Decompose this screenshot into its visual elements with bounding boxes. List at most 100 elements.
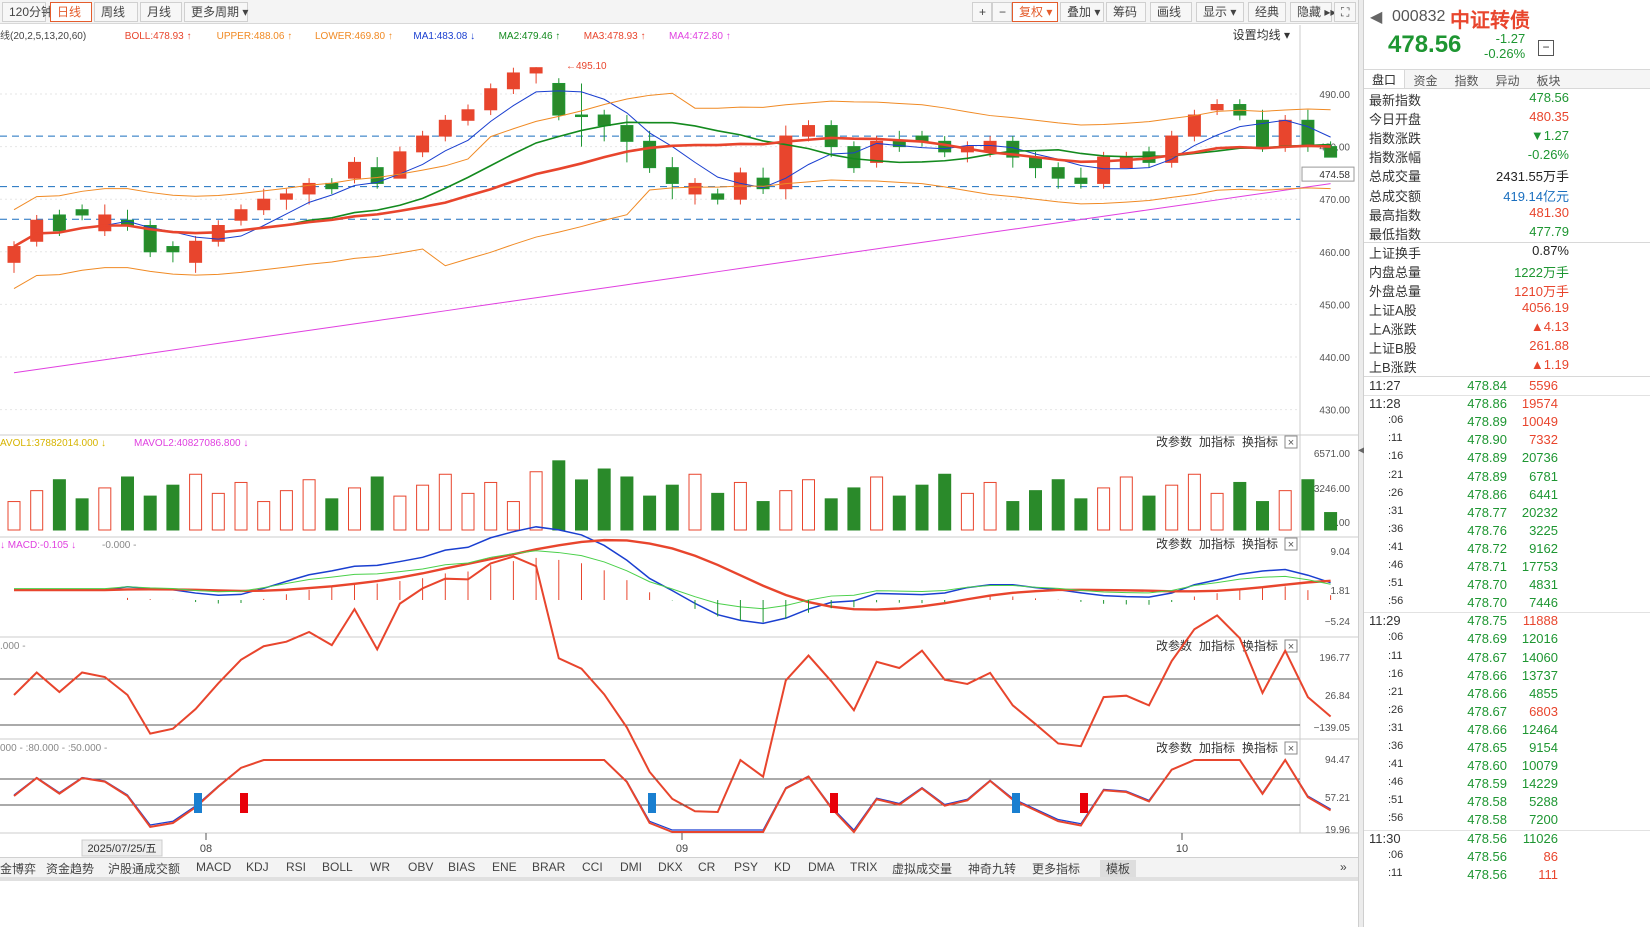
- main-legend-item: LOWER:469.80 ↑: [315, 31, 393, 42]
- candle-body: [438, 119, 452, 137]
- quote-field-label: 指数涨幅: [1369, 150, 1422, 166]
- indicator-tab-14[interactable]: DKX: [658, 860, 683, 874]
- close-panel-icon[interactable]: [1284, 741, 1298, 755]
- more-tabs-icon[interactable]: »: [1340, 860, 1347, 874]
- indicator-tab-23[interactable]: 模板: [1100, 860, 1137, 877]
- indicator-tab-16[interactable]: PSY: [734, 860, 759, 874]
- minimize-icon[interactable]: −: [1538, 40, 1554, 56]
- tick-time: :26: [1388, 486, 1404, 499]
- candle-body: [847, 146, 861, 169]
- close-panel-icon[interactable]: [1284, 435, 1298, 449]
- quote-tab-2[interactable]: 指数: [1454, 74, 1479, 88]
- current-price-box: [1301, 166, 1355, 182]
- panel-button-1[interactable]: 加指标: [1199, 740, 1235, 755]
- close-panel-icon[interactable]: [1284, 537, 1298, 551]
- tick-volume: 11888: [1522, 613, 1558, 629]
- indicator-tab-0[interactable]: 金博弈: [0, 862, 37, 876]
- tick-volume: 10079: [1521, 758, 1558, 774]
- price-axis-label: 430.00: [1319, 406, 1350, 417]
- horizontal-scrollbar[interactable]: [0, 877, 1358, 881]
- quote-field-label: 上证B股: [1369, 341, 1417, 357]
- toolbar-button-4[interactable]: 筹码: [1106, 2, 1146, 22]
- period-button-3[interactable]: 月线: [140, 2, 182, 22]
- period-button-4[interactable]: 更多周期 ▾: [184, 2, 248, 22]
- indicator-tab-17[interactable]: KD: [774, 860, 791, 874]
- toolbar-button-3[interactable]: 叠加 ▾: [1060, 2, 1104, 22]
- tick-price: 478.60: [1467, 758, 1507, 774]
- panel-button-1[interactable]: 加指标: [1199, 434, 1235, 449]
- signal-marker: [1012, 793, 1020, 813]
- period-button-0[interactable]: 120分钟: [2, 2, 53, 22]
- indicator-tab-9[interactable]: BIAS: [448, 860, 476, 874]
- indicator-tab-13[interactable]: DMI: [620, 860, 642, 874]
- indicator-tab-7[interactable]: WR: [370, 860, 390, 874]
- indicator-tab-11[interactable]: BRAR: [532, 860, 566, 874]
- panel-button-2[interactable]: 换指标: [1242, 536, 1278, 551]
- tick-row: :11 478.67 14060: [1364, 650, 1650, 668]
- indicator-tab-6[interactable]: BOLL: [322, 860, 353, 874]
- period-button-2[interactable]: 周线: [94, 2, 138, 22]
- tick-volume: 7332: [1529, 432, 1558, 448]
- toolbar-button-8[interactable]: 隐藏 ▸▸: [1290, 2, 1336, 22]
- tick-time: :11: [1388, 866, 1403, 879]
- toolbar-button-9[interactable]: ⛶: [1334, 2, 1356, 22]
- p5-legend: 000 - :80.000 - :50.000 -: [0, 743, 107, 754]
- panel-button-2[interactable]: 换指标: [1242, 740, 1278, 755]
- panel-button-1[interactable]: 加指标: [1199, 536, 1235, 551]
- candle-body: [143, 225, 157, 253]
- quote-field: 上A涨跌 ▲4.13: [1369, 319, 1569, 338]
- panel-button-2[interactable]: 换指标: [1242, 638, 1278, 653]
- indicator-tab-8[interactable]: OBV: [408, 860, 434, 874]
- price-axis-label: 470.00: [1319, 195, 1350, 206]
- indicator-tab-5[interactable]: RSI: [286, 860, 307, 874]
- volume-bar: [461, 492, 475, 531]
- panel-divider[interactable]: ◀: [1358, 0, 1366, 927]
- quote-tab-1[interactable]: 资金: [1413, 74, 1438, 88]
- indicator-tab-12[interactable]: CCI: [582, 860, 603, 874]
- volume-bar: [960, 492, 974, 531]
- indicator-tab-21[interactable]: 神奇九转: [968, 862, 1017, 876]
- tick-volume: 20232: [1521, 504, 1558, 520]
- quote-tab-3[interactable]: 异动: [1495, 74, 1520, 88]
- indicator-tab-4[interactable]: KDJ: [246, 860, 269, 874]
- quote-tab-4[interactable]: 板块: [1536, 74, 1561, 88]
- quote-field: 总成交量 2431.55万手: [1369, 166, 1569, 185]
- quote-field-value: 481.30: [1529, 204, 1569, 220]
- toolbar-button-7[interactable]: 经典: [1248, 2, 1286, 22]
- panel-button-2[interactable]: 换指标: [1242, 434, 1278, 449]
- volume-bar: [870, 476, 884, 531]
- toolbar-button-0[interactable]: +: [972, 2, 992, 22]
- indicator-tab-10[interactable]: ENE: [492, 860, 517, 874]
- panel-button-0[interactable]: 改参数: [1156, 536, 1192, 551]
- main-legend-item: MA1:483.08 ↓: [413, 31, 475, 42]
- panel-button-0[interactable]: 改参数: [1156, 638, 1192, 653]
- toolbar-button-1[interactable]: −: [992, 2, 1012, 22]
- quote-field-value: 477.79: [1529, 223, 1569, 239]
- candle-body: [1074, 177, 1088, 184]
- tick-price: 478.58: [1467, 794, 1507, 810]
- indicator-tab-18[interactable]: DMA: [808, 860, 835, 874]
- period-button-1[interactable]: 日线: [50, 2, 92, 22]
- indicator-tab-19[interactable]: TRIX: [850, 860, 878, 874]
- indicator-tab-22[interactable]: 更多指标: [1032, 862, 1081, 876]
- toolbar-button-2[interactable]: 复权 ▾: [1012, 2, 1058, 22]
- set-ma-button[interactable]: 设置均线 ▾: [1233, 28, 1290, 42]
- tick-time: :16: [1388, 667, 1404, 680]
- toolbar-button-6[interactable]: 显示 ▾: [1196, 2, 1244, 22]
- kline-chart: 490.00480.00470.00460.00450.00440.00430.…: [0, 25, 1358, 857]
- panel-button-0[interactable]: 改参数: [1156, 740, 1192, 755]
- candle-body: [302, 182, 316, 195]
- indicator-tab-15[interactable]: CR: [698, 860, 716, 874]
- panel-button-0[interactable]: 改参数: [1156, 434, 1192, 449]
- indicator-tab-20[interactable]: 虚拟成交量: [892, 862, 953, 876]
- toolbar-button-5[interactable]: 画线: [1150, 2, 1192, 22]
- ma4-line: [13, 183, 1331, 374]
- indicator-tab-2[interactable]: 沪股通成交额: [108, 862, 181, 876]
- close-panel-icon[interactable]: [1284, 639, 1298, 653]
- prev-arrow-icon[interactable]: ◀: [1370, 9, 1383, 26]
- indicator-tab-3[interactable]: MACD: [196, 860, 232, 874]
- collapse-arrow-icon[interactable]: ◀: [1358, 445, 1366, 456]
- indicator-tab-1[interactable]: 资金趋势: [46, 862, 95, 876]
- quote-tab-0[interactable]: 盘口: [1364, 70, 1405, 88]
- panel-button-1[interactable]: 加指标: [1199, 638, 1235, 653]
